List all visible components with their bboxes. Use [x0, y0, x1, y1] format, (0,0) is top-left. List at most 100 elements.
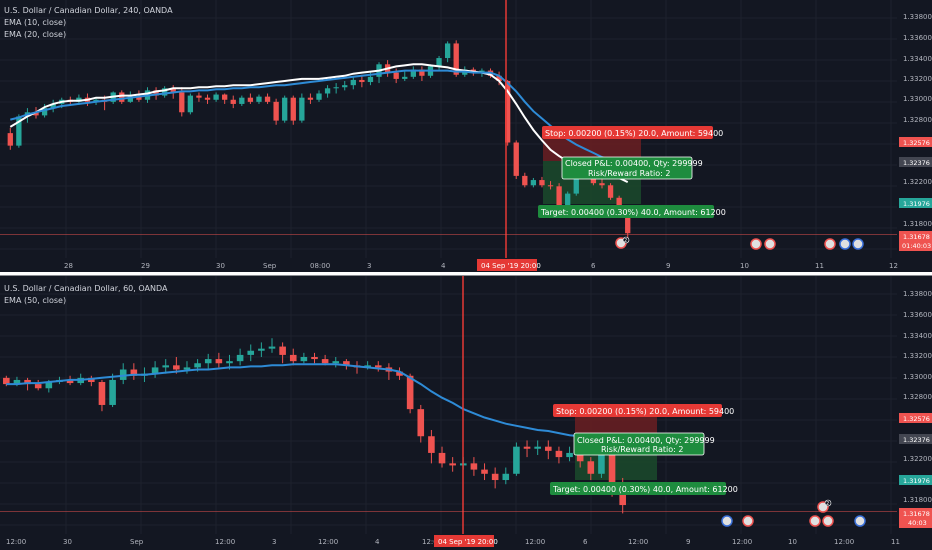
- top-panel[interactable]: U.S. Dollar / Canadian Dollar, 240, OAND…: [0, 0, 932, 271]
- bottom-candle-body[interactable]: [438, 452, 446, 464]
- bottom-indicator-ema50[interactable]: EMA (50, close): [4, 296, 66, 305]
- top-candle-body[interactable]: [33, 112, 39, 116]
- top-candle-body[interactable]: [393, 72, 399, 79]
- bottom-candle-body[interactable]: [343, 361, 350, 366]
- top-candle-body[interactable]: [359, 79, 365, 83]
- top-indicator-ema20[interactable]: EMA (20, close): [4, 30, 66, 39]
- bottom-candle-body[interactable]: [502, 473, 510, 481]
- bottom-candle-body[interactable]: [34, 384, 42, 389]
- bottom-candle-body[interactable]: [173, 365, 180, 370]
- bottom-candle-body[interactable]: [545, 446, 552, 451]
- bottom-candle-body[interactable]: [247, 350, 255, 355]
- bottom-candle-body[interactable]: [481, 469, 488, 474]
- top-candle-body[interactable]: [616, 197, 622, 210]
- bottom-candle-body[interactable]: [24, 379, 31, 385]
- panel-separator[interactable]: [0, 272, 932, 276]
- bottom-candle-body[interactable]: [598, 452, 605, 474]
- bottom-candle-body[interactable]: [417, 409, 425, 437]
- bottom-candle-body[interactable]: [513, 446, 520, 474]
- top-candle-body[interactable]: [547, 185, 554, 187]
- bottom-candle-body[interactable]: [566, 452, 573, 458]
- top-candle-body[interactable]: [50, 103, 56, 109]
- top-candle-body[interactable]: [153, 90, 159, 96]
- top-us-flag-icon[interactable]: [839, 238, 851, 250]
- top-candle-body[interactable]: [213, 94, 219, 100]
- bottom-candle-body[interactable]: [13, 379, 21, 385]
- top-candle-body[interactable]: [573, 176, 579, 194]
- bottom-pnl-box[interactable]: Closed P&L: 0.00400, Qty: 299999 Risk/Re…: [573, 432, 715, 456]
- top-candle-body[interactable]: [419, 69, 425, 76]
- bottom-candle-body[interactable]: [364, 365, 371, 368]
- bottom-us-flag-icon[interactable]: [721, 515, 733, 527]
- top-candle-body[interactable]: [273, 101, 279, 121]
- top-stop-box[interactable]: Stop: 0.00200 (0.15%) 20.0, Amount: 5940…: [542, 126, 723, 139]
- bottom-price-axis[interactable]: [897, 276, 932, 534]
- top-candle-body[interactable]: [324, 88, 331, 94]
- top-indicator-ema10[interactable]: EMA (10, close): [4, 18, 66, 27]
- top-candle-body[interactable]: [333, 87, 339, 89]
- bottom-candle-body[interactable]: [396, 371, 403, 376]
- top-candle-body[interactable]: [522, 175, 528, 186]
- top-candle-body[interactable]: [204, 97, 211, 100]
- top-candle-body[interactable]: [127, 96, 134, 102]
- bottom-candle-body[interactable]: [236, 354, 244, 362]
- top-candle-body[interactable]: [410, 69, 416, 77]
- bottom-candle-body[interactable]: [258, 348, 265, 351]
- top-candle-body[interactable]: [556, 186, 562, 206]
- bottom-candle-body[interactable]: [88, 377, 95, 383]
- top-candle-body[interactable]: [230, 99, 236, 104]
- top-candle-body[interactable]: [444, 43, 451, 59]
- top-target-box[interactable]: Target: 0.00400 (0.30%) 40.0, Amount: 61…: [538, 205, 726, 218]
- top-candle-body[interactable]: [239, 97, 245, 104]
- top-candle-body[interactable]: [539, 180, 545, 186]
- top-candle-body[interactable]: [264, 96, 271, 102]
- top-candle-body[interactable]: [119, 92, 125, 102]
- bottom-candle-body[interactable]: [608, 452, 616, 485]
- top-candle-body[interactable]: [7, 133, 13, 146]
- top-candle-body[interactable]: [187, 95, 194, 113]
- top-candle-body[interactable]: [136, 96, 142, 100]
- top-candle-body[interactable]: [625, 209, 631, 234]
- bottom-candle-body[interactable]: [279, 346, 286, 355]
- top-event-markers[interactable]: 2: [615, 236, 864, 250]
- top-candle-body[interactable]: [76, 97, 82, 102]
- top-candle-body[interactable]: [453, 43, 459, 75]
- bottom-candle-body[interactable]: [98, 382, 106, 405]
- top-candle-body[interactable]: [196, 95, 202, 98]
- top-candle-body[interactable]: [565, 193, 571, 206]
- bottom-candle-body[interactable]: [311, 356, 318, 360]
- top-candle-body[interactable]: [299, 97, 305, 121]
- top-candle-body[interactable]: [367, 76, 374, 83]
- bottom-candle-body[interactable]: [226, 361, 233, 364]
- bottom-candle-body[interactable]: [576, 452, 584, 462]
- top-candle-body[interactable]: [247, 97, 254, 102]
- top-pnl-box[interactable]: Closed P&L: 0.00400, Qty: 299999 Risk/Re…: [561, 156, 703, 180]
- bottom-candle-body[interactable]: [555, 450, 563, 458]
- bottom-candle-body[interactable]: [3, 377, 10, 385]
- top-candle-body[interactable]: [530, 180, 537, 186]
- top-candle-body[interactable]: [436, 58, 442, 67]
- top-candle-body[interactable]: [256, 96, 262, 102]
- bottom-candle-body[interactable]: [45, 382, 53, 389]
- bottom-candle-body[interactable]: [289, 354, 297, 362]
- top-us-flag-icon[interactable]: [764, 238, 776, 250]
- top-candle-body[interactable]: [16, 116, 22, 146]
- bottom-candle-body[interactable]: [428, 436, 435, 453]
- top-candle-body[interactable]: [179, 92, 185, 113]
- top-candle-body[interactable]: [402, 76, 408, 79]
- bottom-us-flag-icon[interactable]: [809, 515, 821, 527]
- top-candle-body[interactable]: [504, 80, 511, 143]
- top-candle-body[interactable]: [607, 185, 614, 198]
- top-candle-body[interactable]: [222, 94, 228, 100]
- top-candle-body[interactable]: [496, 75, 502, 81]
- bottom-candle-body[interactable]: [321, 359, 329, 364]
- top-candle-body[interactable]: [161, 88, 168, 96]
- bottom-candle-body[interactable]: [130, 369, 138, 376]
- bottom-us-flag-icon[interactable]: [742, 515, 754, 527]
- top-candle-body[interactable]: [513, 142, 519, 176]
- top-candle-body[interactable]: [282, 97, 288, 121]
- top-candle-body[interactable]: [41, 108, 48, 116]
- top-candle-body[interactable]: [350, 79, 356, 86]
- bottom-candle-body[interactable]: [204, 359, 212, 364]
